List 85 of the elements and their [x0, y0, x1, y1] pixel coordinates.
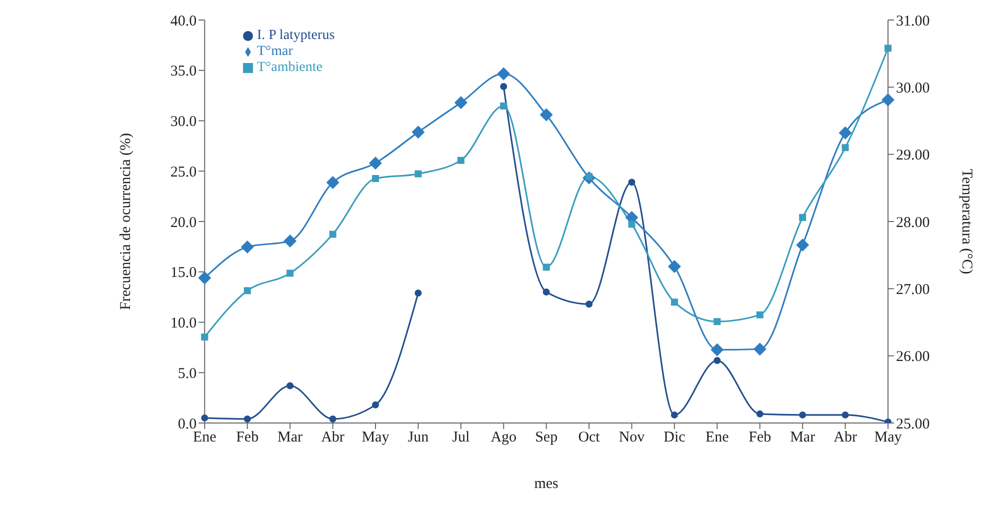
y2-tick-label: 26.00 [896, 349, 930, 366]
y2-tick-label: 30.00 [896, 80, 930, 96]
point [628, 178, 636, 186]
point [286, 382, 294, 390]
point [414, 170, 422, 178]
point [329, 415, 336, 422]
y2-tick-label: 28.00 [896, 214, 930, 231]
point [714, 318, 721, 326]
point [198, 271, 212, 284]
point [670, 298, 678, 306]
point [326, 176, 340, 190]
x-tick-label: Jul [452, 430, 470, 446]
point [240, 240, 254, 254]
legend-label: T°mar [257, 44, 293, 59]
y2-tick-label: 31.00 [896, 13, 930, 30]
x-axis-title: mes [534, 476, 559, 492]
x-tick-label: Ago [490, 430, 517, 446]
x-tick-label: Feb [748, 430, 772, 446]
y-axis-title: Frecuencia de ocurrencia (%) [118, 133, 134, 310]
point [756, 311, 764, 318]
x-tick-label: Oct [578, 430, 601, 446]
x-tick-label: Mar [790, 430, 816, 446]
y2-tick-label: 29.00 [896, 148, 930, 164]
x-tick-label: Nov [618, 430, 646, 446]
point [201, 414, 208, 422]
x-tick-label: May [362, 430, 390, 446]
point [497, 67, 510, 80]
point [838, 126, 852, 140]
point [329, 230, 336, 238]
point [540, 108, 553, 122]
legend-label: T°ambiente [257, 60, 322, 75]
point [372, 401, 379, 408]
point [842, 411, 849, 418]
y2-axis-title: Temperatura (°C) [958, 168, 975, 274]
point [542, 264, 550, 271]
point [372, 175, 379, 182]
x-tick-label: Abr [834, 430, 857, 446]
point [500, 82, 508, 90]
y2-tick-label: 27.00 [896, 282, 930, 298]
x-tick-label: May [874, 430, 902, 446]
y2-tick-label: 25.00 [896, 416, 930, 432]
point [500, 102, 508, 110]
x-tick-label: Jun [408, 430, 430, 446]
point [454, 96, 468, 110]
point [670, 411, 678, 418]
point [710, 343, 724, 356]
point [414, 290, 422, 297]
y-tick-label: 30.0 [170, 114, 197, 130]
y-tick-label: 5.0 [178, 366, 197, 382]
x-tick-label: Mar [278, 430, 303, 446]
x-tick-label: Dic [664, 430, 686, 446]
point [457, 156, 464, 164]
point [244, 287, 251, 294]
y-tick-label: 0.0 [178, 416, 197, 432]
legend-label: I. P latypterus [257, 28, 335, 43]
y-tick-label: 15.0 [170, 265, 197, 282]
y-tick-label: 25.0 [170, 164, 197, 180]
point [753, 342, 766, 356]
point [882, 93, 894, 106]
point [368, 156, 382, 170]
x-tick-label: Ene [192, 430, 217, 446]
point [542, 288, 550, 296]
y-tick-label: 20.0 [170, 214, 197, 231]
point [668, 260, 681, 273]
point [714, 357, 721, 364]
point [286, 270, 294, 277]
point [756, 410, 764, 418]
point [799, 214, 806, 221]
point [842, 144, 849, 152]
y-tick-label: 10.0 [170, 316, 197, 332]
point [586, 300, 593, 308]
point [201, 334, 208, 341]
point [796, 238, 810, 252]
point [284, 234, 297, 248]
point [884, 44, 892, 52]
x-tick-label: Sep [535, 430, 558, 446]
y-tick-label: 35.0 [170, 64, 197, 80]
point [628, 220, 636, 228]
x-tick-label: Abr [321, 430, 344, 446]
y-tick-label: 40.0 [170, 13, 197, 30]
x-tick-label: Ene [705, 430, 730, 446]
point [244, 415, 251, 422]
point [412, 126, 425, 139]
x-tick-label: Feb [236, 430, 259, 446]
point [799, 411, 806, 418]
